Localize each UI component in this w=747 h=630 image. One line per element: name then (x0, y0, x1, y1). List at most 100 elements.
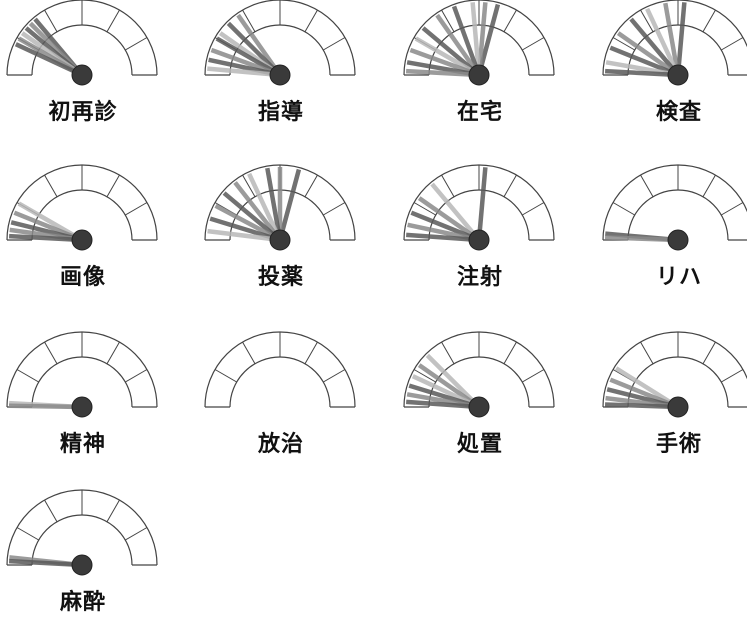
gauge-dial (6, 0, 158, 86)
gauge-label: 画像 (59, 265, 106, 290)
gauge-segment-divider (441, 174, 455, 197)
gauge: 検査 (596, 0, 747, 140)
gauge: 画像 (0, 164, 166, 305)
gauge-needle (435, 13, 481, 77)
gauge-label: 指導 (257, 100, 304, 125)
gauge-segment-divider (522, 37, 545, 51)
gauge-dial (6, 489, 158, 576)
gauge-segment-divider (522, 202, 545, 216)
gauge-segment-divider (125, 202, 148, 216)
gauge-hub (71, 229, 93, 251)
gauge-needle (14, 42, 83, 78)
gauge-segment-divider (413, 202, 436, 216)
gauge-segment-divider (106, 174, 120, 197)
gauge-segment-divider (44, 499, 58, 522)
gauge-label: リハ (655, 265, 702, 290)
gauge-segment-divider (323, 369, 346, 383)
gauge-segment-divider (304, 9, 318, 32)
gauge: 注射 (397, 164, 563, 305)
gauge-needle (214, 203, 282, 242)
gauge-inner-arc (428, 189, 530, 241)
gauge-hub (468, 229, 490, 251)
gauge-inner-arc (627, 24, 729, 76)
gauge-dial (204, 164, 356, 251)
gauge: リハ (596, 164, 747, 305)
gauge-hub (71, 554, 93, 576)
gauge-segment-divider (242, 341, 256, 364)
gauge-needle (604, 402, 679, 410)
gauge-inner-arc (627, 356, 729, 408)
gauge-needle (430, 182, 481, 242)
gauge-inner-arc (428, 24, 530, 76)
gauge-label: 麻酔 (59, 590, 106, 615)
gauge: 麻酔 (0, 489, 166, 630)
gauge-needle (222, 191, 282, 242)
gauge-segment-divider (106, 9, 120, 32)
gauge-needle (663, 2, 681, 76)
gauge-needle (604, 68, 679, 78)
gauge-hub (71, 64, 93, 86)
gauge-inner-arc (229, 24, 331, 76)
gauge-needle (265, 167, 283, 241)
gauge-segment-divider (214, 369, 237, 383)
gauge-segment-divider (304, 341, 318, 364)
gauge-grid: 初再診 指導 在宅 検査 画像 投薬 注射 リハ 精神 放治 処置 手術 麻酔 (0, 0, 747, 615)
gauge-hub (667, 64, 689, 86)
gauge-needle (476, 167, 488, 241)
gauge-needle (8, 403, 83, 410)
gauge-segment-divider (702, 174, 716, 197)
gauge: 初再診 (0, 0, 166, 140)
gauge-segment-divider (16, 369, 39, 383)
gauge-segment-divider (522, 369, 545, 383)
gauge-dial (6, 331, 158, 418)
gauge-dial (403, 331, 555, 418)
gauge-needle (233, 181, 282, 242)
gauge-segment-divider (125, 369, 148, 383)
gauge-needle (207, 66, 281, 78)
gauge-needle (451, 5, 482, 76)
gauge-needle (406, 399, 480, 410)
gauge-segment-divider (640, 9, 654, 32)
gauge-hub (667, 229, 689, 251)
gauge-hub (269, 229, 291, 251)
gauge-segment-divider (503, 341, 517, 364)
gauge-hub (71, 396, 93, 418)
gauge-segment-divider (323, 37, 346, 51)
gauge-dial (602, 0, 747, 86)
gauge-label: 精神 (59, 432, 106, 457)
gauge: 手術 (596, 331, 747, 472)
gauge-segment-divider (44, 341, 58, 364)
gauge-inner-arc (31, 189, 133, 241)
gauge-inner-arc (31, 356, 133, 408)
gauge-segment-divider (323, 202, 346, 216)
gauge-segment-divider (242, 9, 256, 32)
gauge: 在宅 (397, 0, 563, 140)
gauge-segment-divider (304, 174, 318, 197)
gauge-segment-divider (125, 527, 148, 541)
gauge-segment-divider (721, 202, 744, 216)
gauge-needle (675, 2, 687, 76)
gauge-segment-divider (721, 369, 744, 383)
gauge-inner-arc (31, 514, 133, 566)
gauge-inner-arc (229, 356, 331, 408)
gauge-label: 注射 (456, 265, 503, 290)
gauge-needle (8, 558, 83, 568)
gauge-label: 在宅 (456, 100, 503, 125)
gauge-segment-divider (503, 174, 517, 197)
gauge-segment-divider (441, 341, 455, 364)
gauge-hub (468, 396, 490, 418)
gauge-needle (405, 68, 480, 78)
gauge-hub (667, 396, 689, 418)
gauge-hub (468, 64, 490, 86)
gauge-needle (417, 196, 481, 242)
gauge: 指導 (198, 0, 364, 140)
gauge-segment-divider (125, 37, 148, 51)
gauge-needle (609, 45, 679, 78)
gauge-outer-arc (602, 164, 747, 241)
gauge-needle (629, 17, 680, 77)
gauge-segment-divider (44, 174, 58, 197)
gauge-dial (403, 0, 555, 86)
gauge-label: 検査 (655, 100, 702, 125)
gauge-segment-divider (503, 9, 517, 32)
gauge-label: 手術 (655, 432, 702, 457)
